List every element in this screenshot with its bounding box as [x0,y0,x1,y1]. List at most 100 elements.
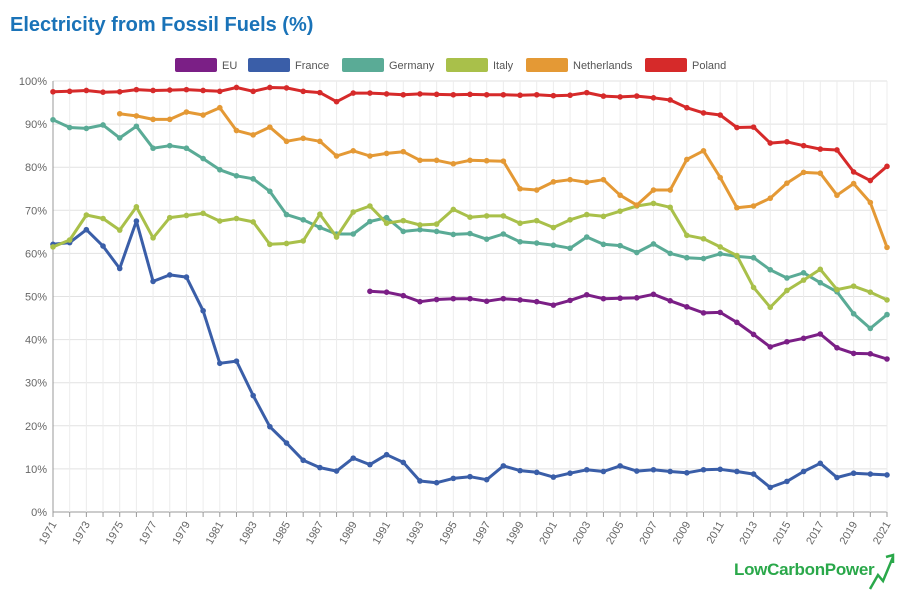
data-point [100,122,106,128]
data-point [517,220,523,227]
data-point [550,179,557,185]
data-point [700,255,707,262]
data-point [100,215,106,222]
data-point [166,87,173,93]
data-point [567,470,573,477]
data-point [450,295,457,302]
data-point [684,254,690,261]
data-point [667,468,673,475]
data-point [834,192,840,199]
data-point [450,91,457,98]
data-point [233,215,240,222]
data-point [667,97,673,103]
data-point [800,335,807,342]
data-point [116,135,123,141]
data-point [634,93,640,99]
data-point [817,266,824,273]
data-point [700,466,707,473]
data-point [367,90,373,96]
data-point [116,88,123,95]
legend-label: Poland [692,60,726,72]
data-point [767,304,774,311]
legend-label: Netherlands [573,60,633,72]
series-france [50,218,890,491]
data-point [133,204,140,210]
data-point [533,217,540,224]
data-point [350,231,357,237]
data-point [400,459,407,466]
data-point [634,294,640,301]
x-tick-label: 1987 [304,520,327,547]
x-tick-label: 2007 [637,520,660,547]
data-point [650,241,657,247]
data-point [433,479,440,486]
data-point [116,265,123,272]
data-point [150,278,156,285]
data-point [200,155,206,162]
data-point [300,135,307,142]
x-tick-label: 2013 [738,520,761,547]
data-point [684,304,690,310]
series-netherlands [116,104,890,251]
data-point [784,180,790,186]
data-point [550,92,557,99]
data-point [750,471,757,477]
data-point [467,214,473,220]
data-point [500,463,507,469]
data-point [450,206,457,213]
data-point [150,145,156,152]
x-tick-label: 1977 [137,520,160,547]
data-point [200,112,206,118]
x-tick-label: 1973 [70,520,93,547]
data-point [417,91,423,97]
data-point [617,192,623,199]
data-point [750,203,757,209]
data-point [450,160,457,167]
data-point [116,227,123,233]
data-point [450,231,457,238]
data-point [550,242,557,249]
data-point [183,109,190,115]
data-point [66,124,73,131]
x-tick-label: 1979 [170,520,193,547]
data-point [767,195,774,202]
series-lines [50,84,890,491]
data-point [483,236,490,242]
data-point [817,146,824,152]
series-eu [367,288,890,362]
data-point [533,469,540,476]
data-point [867,177,874,184]
data-point [867,199,874,206]
data-point [650,200,657,207]
data-point [850,350,857,357]
data-point [283,85,290,91]
grid-lines [52,80,888,513]
data-point [567,297,573,304]
data-point [583,234,590,240]
data-point [350,90,357,96]
data-point [667,298,673,304]
y-tick-label: 80% [25,162,47,174]
data-point [617,295,623,302]
data-point [734,468,740,475]
data-point [717,466,723,473]
data-point [533,187,540,193]
data-point [317,211,323,217]
data-point [400,217,407,224]
data-point [483,476,490,483]
data-point [317,138,323,145]
data-point [150,116,156,123]
data-point [500,213,507,219]
data-point [66,237,73,243]
legend-label: Italy [493,60,514,72]
data-point [417,222,423,228]
data-point [200,307,206,314]
data-point [116,110,123,117]
data-point [583,466,590,473]
data-point [166,142,173,149]
x-tick-label: 2015 [771,520,794,547]
data-point [850,310,857,317]
data-point [333,234,340,240]
data-point [717,309,723,316]
data-point [517,92,523,99]
